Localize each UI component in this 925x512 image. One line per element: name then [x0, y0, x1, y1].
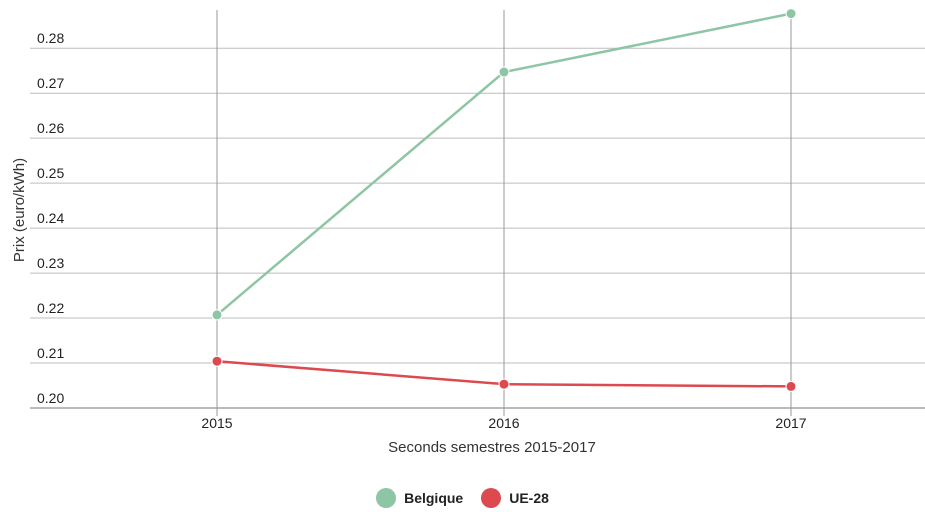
y-tick-label: 0.25 [37, 165, 64, 181]
data-point-belgique [785, 8, 797, 20]
legend: Belgique UE-28 [0, 488, 925, 508]
y-tick-label: 0.23 [37, 255, 64, 271]
legend-swatch-belgique [376, 488, 397, 508]
series-points [211, 8, 797, 392]
data-point-belgique [211, 309, 223, 321]
data-point-ue-28 [211, 355, 223, 367]
legend-item-belgique[interactable]: Belgique [376, 488, 463, 508]
y-tick-labels: 0.20 0.21 0.22 0.23 0.24 0.25 0.26 0.27 0.28 [37, 30, 64, 406]
x-tick-label: 2016 [488, 415, 519, 431]
x-gridlines [216, 10, 792, 416]
data-point-ue-28 [785, 380, 797, 392]
legend-label-ue28: UE-28 [509, 490, 549, 506]
y-tick-label: 0.22 [37, 300, 64, 316]
y-tick-label: 0.26 [37, 120, 64, 136]
legend-item-ue28[interactable]: UE-28 [481, 488, 549, 508]
legend-label-belgique: Belgique [404, 490, 464, 506]
y-tick-label: 0.24 [37, 210, 64, 226]
x-tick-label: 2017 [775, 415, 806, 431]
data-point-belgique [498, 66, 510, 78]
y-gridlines [30, 47, 925, 409]
data-point-ue-28 [498, 378, 510, 390]
y-tick-label: 0.28 [37, 30, 64, 46]
x-axis-title: Seconds semestres 2015-2017 [388, 439, 596, 456]
x-tick-labels: 2015 2016 2017 [201, 415, 806, 431]
y-tick-label: 0.21 [37, 345, 64, 361]
y-axis-title: Prix (euro/kWh) [11, 158, 28, 262]
y-tick-label: 0.20 [37, 390, 64, 406]
x-tick-label: 2015 [201, 415, 232, 431]
legend-swatch-ue28 [481, 488, 502, 508]
y-tick-label: 0.27 [37, 75, 64, 91]
